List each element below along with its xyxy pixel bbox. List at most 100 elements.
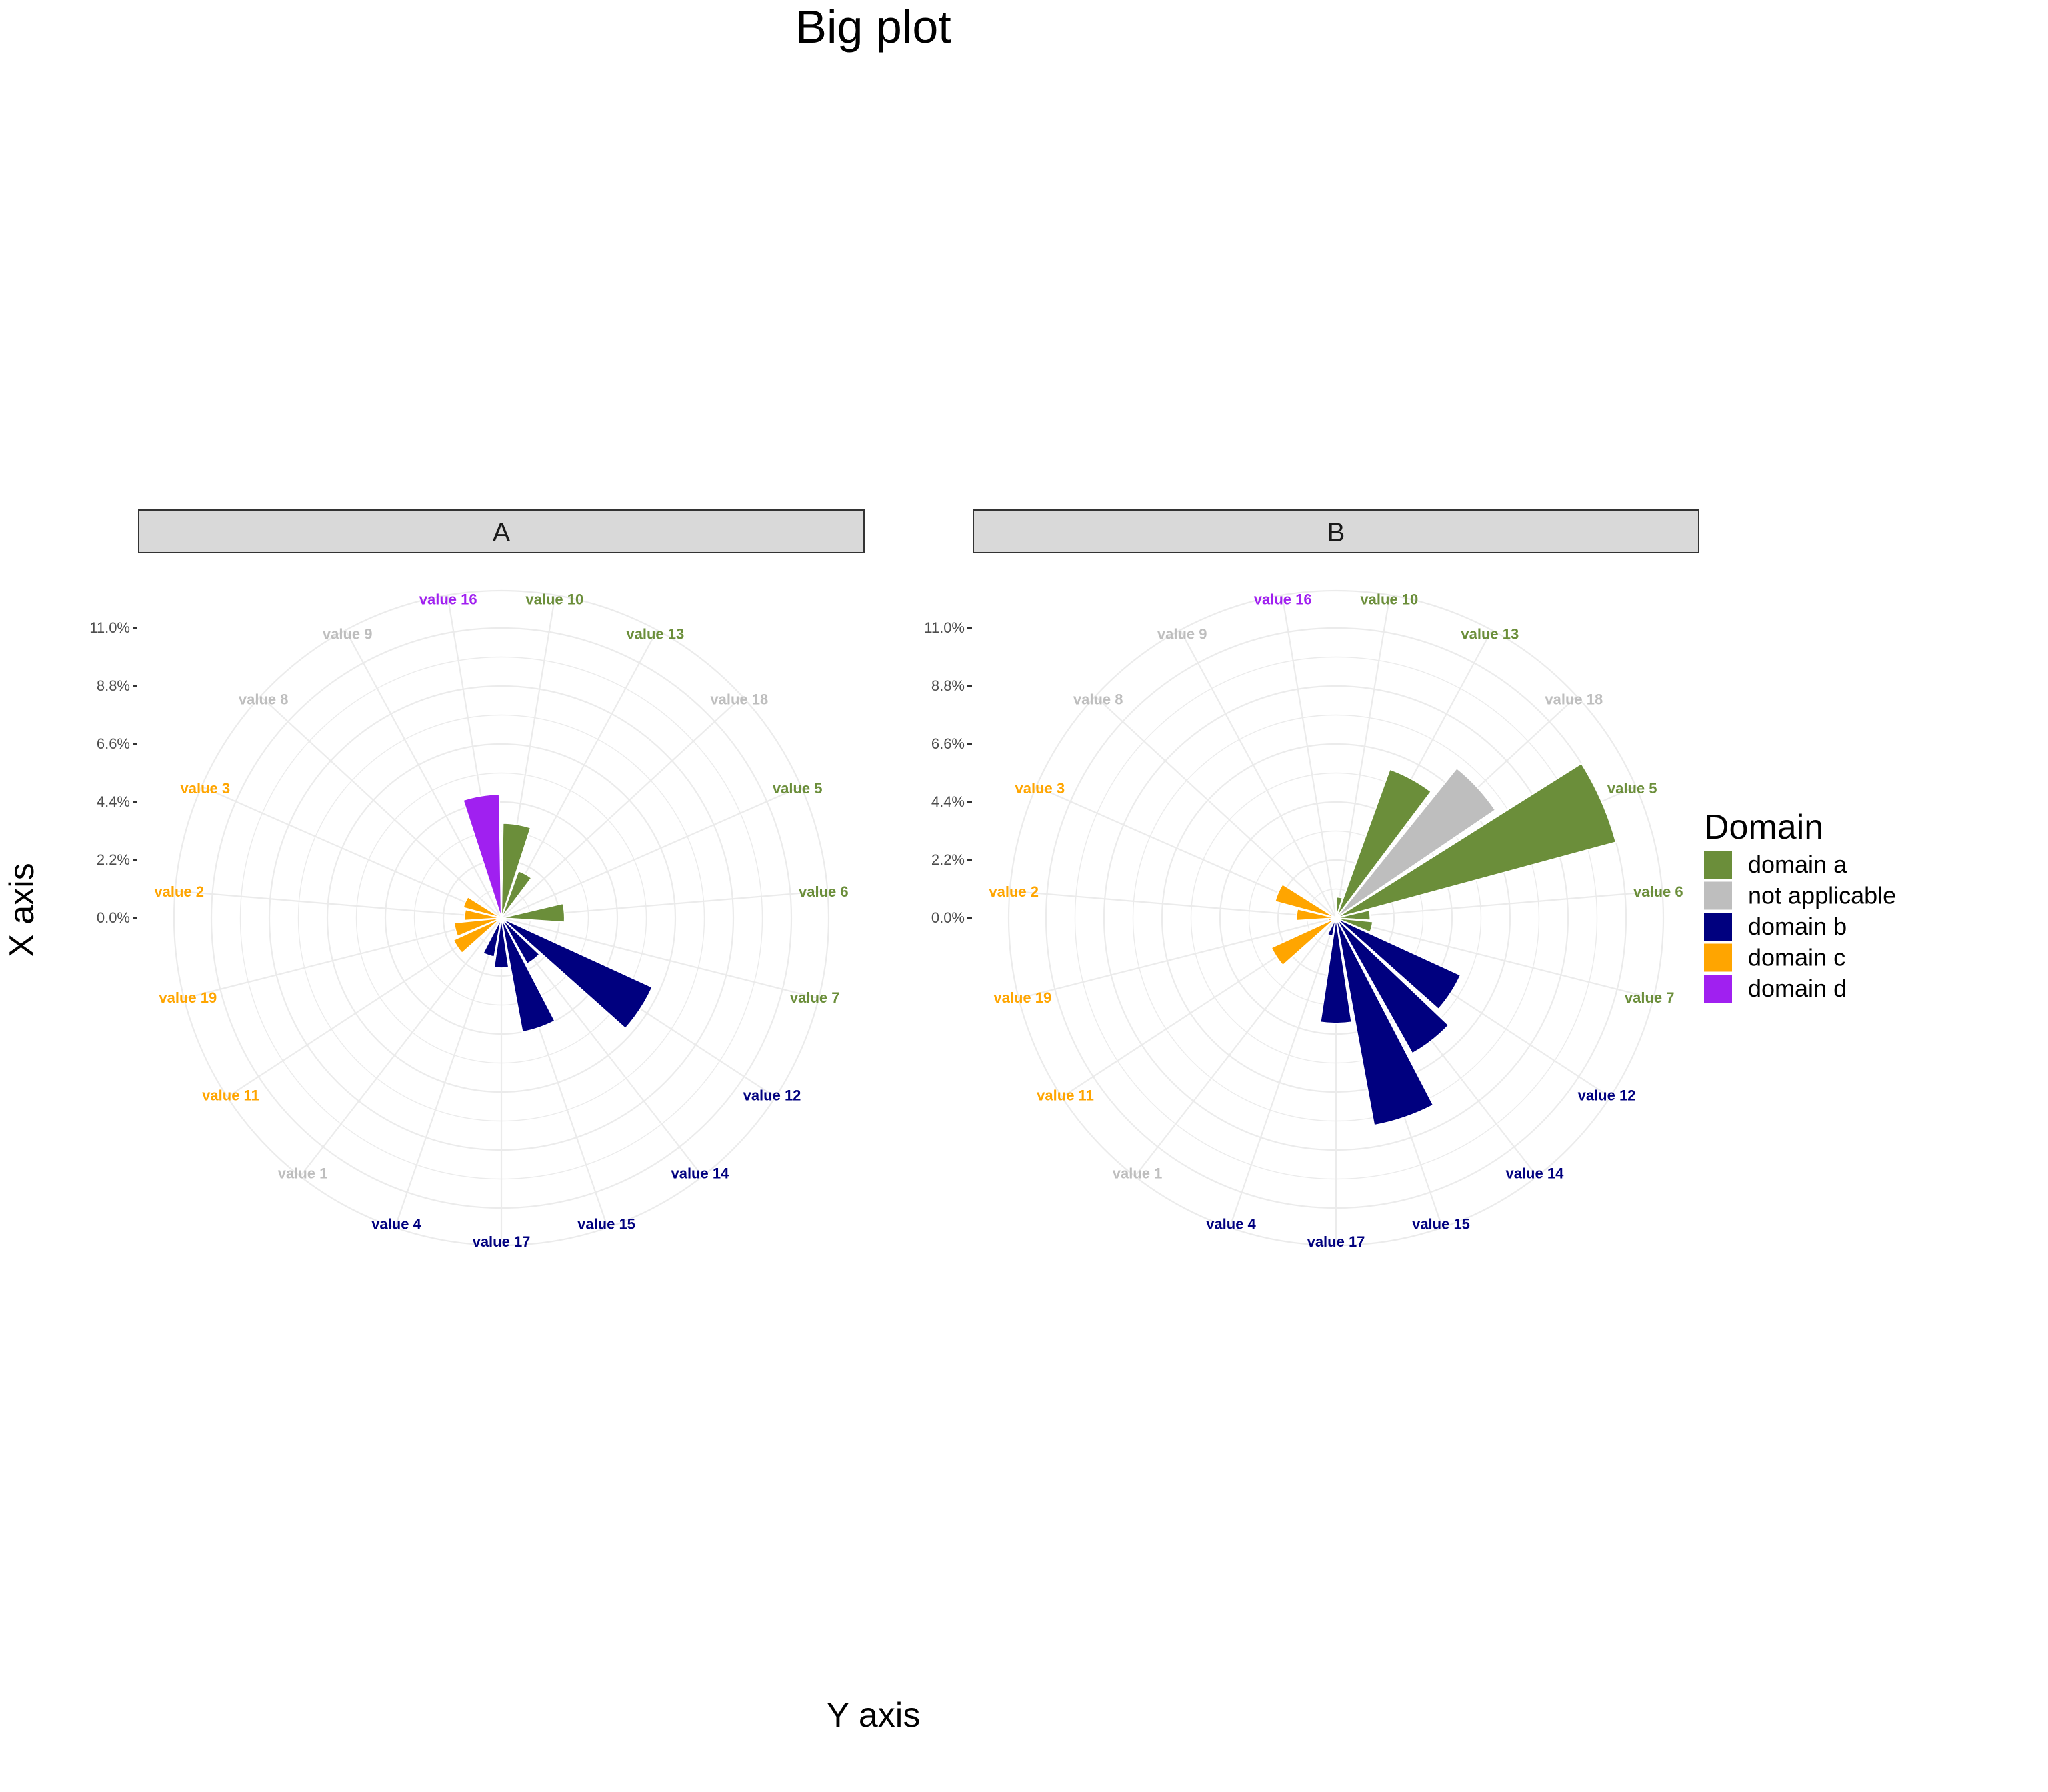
y-tick-label: 4.4%: [931, 793, 965, 810]
category-label: value 19: [159, 989, 217, 1006]
category-label: value 19: [993, 989, 1051, 1006]
category-label: value 16: [1254, 591, 1312, 608]
y-tick-label: 2.2%: [931, 851, 965, 868]
legend-title: Domain: [1704, 808, 1823, 847]
bar-value-6: [501, 902, 565, 923]
bar-value-5: [1335, 762, 1617, 919]
grid-spoke: [394, 917, 503, 1228]
y-tick-label: 6.6%: [97, 735, 130, 752]
bar-value-11: [452, 917, 502, 955]
legend-items: domain a not applicable domain b domain c do…: [1704, 851, 1896, 1003]
grid-spoke: [1179, 629, 1337, 919]
y-tick-label: 2.2%: [97, 851, 130, 868]
legend-label: domain d: [1748, 975, 1847, 1002]
category-label: value 16: [419, 591, 477, 608]
category-label: value 2: [989, 883, 1039, 900]
category-label: value 9: [323, 626, 373, 643]
bar-value-19: [453, 917, 502, 937]
y-tick-label: 6.6%: [931, 735, 965, 752]
grid-spoke: [1134, 917, 1337, 1177]
category-label: value 15: [577, 1216, 635, 1233]
grid-spoke: [1018, 917, 1337, 999]
bar-value-15: [1335, 917, 1435, 1127]
category-label: value 7: [1625, 989, 1675, 1006]
bar-value-2: [1295, 908, 1337, 921]
bar-value-6: [1335, 909, 1371, 921]
category-label: value 12: [1578, 1087, 1636, 1103]
category-label: value 11: [202, 1087, 259, 1103]
facet-strip-label: A: [493, 518, 511, 547]
category-label: value 4: [1206, 1216, 1256, 1233]
grid-spoke: [201, 785, 502, 919]
bar-value-3: [462, 896, 502, 919]
y-tick-label: 11.0%: [924, 619, 965, 636]
y-tick-label: 11.0%: [89, 619, 130, 636]
bar-value-2: [463, 909, 502, 921]
category-label: value 3: [1015, 780, 1065, 797]
category-label: value 8: [239, 691, 289, 708]
category-label: value 5: [1607, 780, 1657, 797]
category-label: value 15: [1412, 1216, 1470, 1233]
facet-strip-label: B: [1327, 518, 1345, 547]
y-tick-label: 8.8%: [97, 677, 130, 694]
bar-value-12: [1335, 917, 1462, 1011]
category-label: value 9: [1157, 626, 1207, 643]
grid-spoke: [501, 917, 703, 1177]
legend-swatch: [1704, 943, 1732, 972]
bar-value-16: [462, 793, 502, 919]
category-label: value 17: [1307, 1233, 1365, 1250]
category-label: value 10: [525, 591, 583, 608]
grid-spoke: [501, 695, 743, 919]
bar-value-12: [501, 917, 653, 1030]
bar-value-18: [1335, 767, 1497, 919]
category-label: value 18: [1545, 691, 1603, 708]
category-label: value 11: [1037, 1087, 1094, 1103]
facet-strip: [973, 509, 1699, 553]
bar-value-17: [493, 917, 510, 969]
y-axis-title: X axis: [3, 863, 41, 957]
grid-spoke: [1281, 595, 1337, 919]
category-label: value 18: [710, 691, 768, 708]
category-label: value 17: [473, 1233, 531, 1250]
bar-value-14: [1335, 917, 1450, 1055]
grid-spoke: [501, 917, 819, 999]
legend-label: domain a: [1748, 851, 1847, 878]
grid-spoke: [299, 917, 502, 1177]
grid-spoke: [1335, 595, 1391, 919]
category-label: value 13: [626, 626, 684, 643]
y-tick-label: 8.8%: [931, 677, 965, 694]
category-label: value 1: [1113, 1165, 1163, 1182]
grid-spoke: [501, 785, 802, 919]
legend-label: not applicable: [1748, 882, 1896, 909]
legend-swatch: [1704, 851, 1732, 879]
grid-spoke: [260, 695, 502, 919]
grid-spoke: [183, 917, 502, 999]
bar-value-11: [1270, 917, 1337, 967]
category-label: value 6: [799, 883, 849, 900]
grid-spoke: [175, 890, 502, 919]
bar-value-13: [1335, 768, 1433, 919]
bar-value-3: [1274, 883, 1337, 919]
facet-strip: [138, 509, 865, 553]
grid-spoke: [1335, 890, 1663, 919]
legend-swatch: [1704, 975, 1732, 1003]
category-label: value 5: [773, 780, 823, 797]
x-axis-title: Y axis: [827, 1696, 921, 1735]
grid-spoke: [1095, 695, 1337, 919]
y-tick-label: 0.0%: [931, 909, 965, 926]
legend-swatch: [1704, 881, 1732, 910]
grid-spoke: [345, 629, 502, 919]
grid-spoke: [1009, 890, 1337, 919]
grid-spoke: [1335, 917, 1654, 999]
category-label: value 13: [1461, 626, 1519, 643]
legend-label: domain b: [1748, 913, 1847, 940]
grid-spoke: [1229, 917, 1337, 1228]
category-label: value 8: [1073, 691, 1123, 708]
bar-value-10: [501, 822, 532, 919]
category-label: value 3: [180, 780, 230, 797]
bar-value-4: [482, 917, 502, 958]
